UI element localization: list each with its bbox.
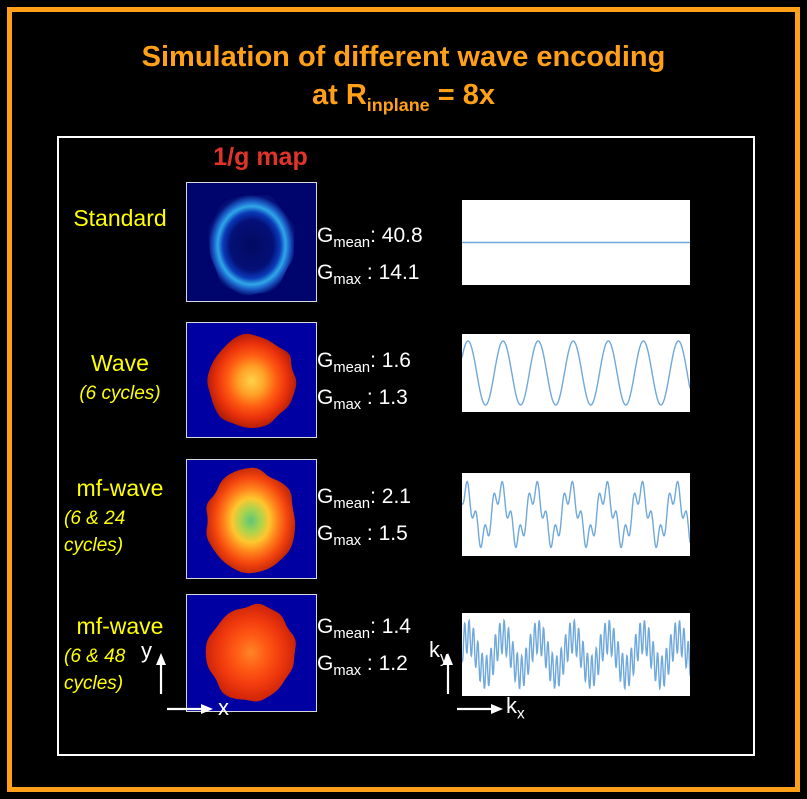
title-line2: at Rinplane = 8x — [0, 76, 807, 124]
row-label-sub: (6 & 24 cycles) — [64, 508, 126, 556]
gmax-line: Gmax : 1.3 — [317, 386, 408, 414]
waveform-plot-wave — [462, 340, 690, 406]
gmean-value: 40.8 — [381, 224, 423, 247]
image-x-axis-arrow — [167, 704, 213, 714]
row-label-sub: (6 cycles) — [79, 383, 161, 404]
row-label-mfwave-24: mf-wave (6 & 24 cycles) — [56, 474, 184, 559]
kx-axis-label: kx — [506, 693, 525, 723]
ky-axis-arrow — [443, 653, 453, 694]
ky-axis-label: ky — [429, 637, 448, 667]
gmax-value: 1.3 — [378, 386, 408, 410]
waveform-plot-mfwave-48 — [462, 617, 690, 691]
waveform-plot-mfwave-24 — [462, 480, 690, 549]
image-y-axis-label: y — [141, 638, 152, 663]
slide-title: Simulation of different wave encoding at… — [0, 38, 807, 124]
row-label-standard: Standard — [56, 204, 184, 232]
image-x-axis-label: x — [218, 695, 229, 720]
g-factor-map-standard — [186, 182, 317, 302]
g-values-mfwave-24: Gmean: 2.1 Gmax : 1.5 — [317, 482, 411, 556]
gmax-line: Gmax : 1.2 — [317, 652, 408, 680]
gmax-value: 1.5 — [378, 522, 408, 546]
row-label-main: Wave — [91, 350, 149, 376]
content-panel — [57, 136, 755, 756]
waveform-panel-mfwave-48 — [462, 613, 690, 696]
g-factor-map-mfwave-48 — [186, 594, 317, 712]
title-line2-suffix: = 8x — [429, 79, 495, 111]
gmean-value: 2.1 — [381, 485, 411, 508]
waveform-panel-wave — [462, 334, 690, 412]
gmean-line: Gmean: 1.4 — [317, 615, 411, 643]
title-line2-prefix: at R — [311, 79, 367, 111]
g-map-header: 1/g map — [213, 143, 308, 171]
waveform-plot-standard — [462, 241, 690, 244]
title-line1: Simulation of different wave encoding — [141, 41, 666, 73]
waveform-panel-mfwave-24 — [462, 473, 690, 556]
gmax-value: 1.2 — [378, 652, 408, 676]
gmean-line: Gmean: 2.1 — [317, 485, 411, 513]
image-y-axis-arrow — [156, 653, 166, 694]
row-label-main: Standard — [73, 205, 167, 231]
gmean-value: 1.6 — [381, 349, 411, 372]
g-factor-map-mfwave-24 — [186, 459, 317, 579]
g-values-wave: Gmean: 1.6 Gmax : 1.3 — [317, 346, 411, 420]
g-factor-map-wave — [186, 322, 317, 438]
gmax-line: Gmax : 14.1 — [317, 261, 420, 289]
g-values-mfwave-48: Gmean: 1.4 Gmax : 1.2 — [317, 612, 411, 686]
gmax-value: 14.1 — [378, 261, 420, 285]
gmean-value: 1.4 — [381, 615, 411, 638]
row-label-mfwave-48: mf-wave (6 & 48 cycles) — [56, 612, 184, 697]
outer-orange-frame — [7, 7, 800, 792]
waveform-panel-standard — [462, 200, 690, 285]
row-label-main: mf-wave — [76, 475, 164, 501]
title-line2-subscript: inplane — [366, 94, 430, 115]
g-values-standard: Gmean: 40.8 Gmax : 14.1 — [317, 221, 423, 295]
gmax-line: Gmax : 1.5 — [317, 522, 408, 550]
row-label-wave: Wave (6 cycles) — [56, 349, 184, 407]
gmean-line: Gmean: 1.6 — [317, 349, 411, 377]
kx-axis-arrow — [457, 704, 503, 714]
row-label-sub: (6 & 48 cycles) — [64, 646, 126, 694]
gmean-line: Gmean: 40.8 — [317, 224, 423, 252]
row-label-main: mf-wave — [76, 613, 164, 639]
